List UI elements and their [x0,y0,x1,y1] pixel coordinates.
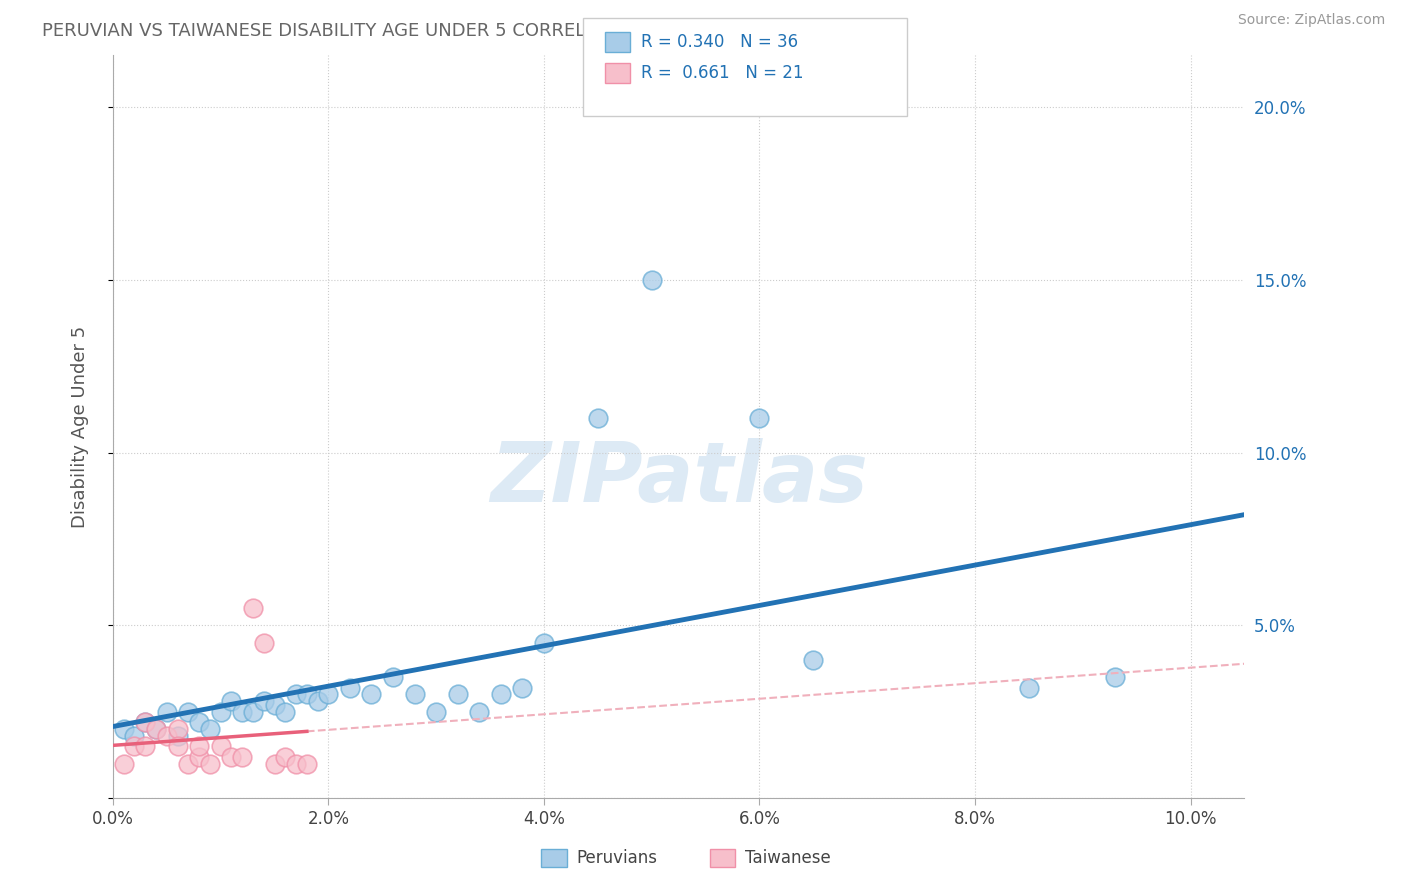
Point [198,722,221,736]
Point [360,688,382,702]
Point [166,739,188,754]
Point [188,715,211,730]
Point [263,756,285,771]
Point [586,411,609,425]
Point [404,688,426,702]
Point [285,688,308,702]
Point [382,670,405,684]
Point [1018,681,1040,695]
Point [253,635,276,649]
Point [274,749,297,764]
Text: ZIPatlas: ZIPatlas [489,438,868,519]
Text: PERUVIAN VS TAIWANESE DISABILITY AGE UNDER 5 CORRELATION CHART: PERUVIAN VS TAIWANESE DISABILITY AGE UND… [42,22,707,40]
Point [112,756,135,771]
Text: R = 0.340   N = 36: R = 0.340 N = 36 [641,33,799,51]
Point [231,749,253,764]
Point [231,705,253,719]
Point [339,681,361,695]
Point [285,756,308,771]
Point [468,705,491,719]
Point [253,694,276,708]
Point [242,705,264,719]
Point [177,705,200,719]
Point [641,273,664,287]
Text: R =  0.661   N = 21: R = 0.661 N = 21 [641,64,804,82]
Point [156,705,179,719]
Point [295,756,318,771]
Point [1104,670,1126,684]
Point [295,688,318,702]
Point [447,688,470,702]
Point [198,756,221,771]
Point [221,749,243,764]
Point [134,739,156,754]
Point [124,739,146,754]
Point [512,681,534,695]
Point [748,411,770,425]
Point [318,688,340,702]
Point [801,653,824,667]
Point [156,729,179,743]
Point [242,601,264,615]
Point [124,729,146,743]
Point [221,694,243,708]
Point [489,688,512,702]
Point [134,715,156,730]
Text: Source: ZipAtlas.com: Source: ZipAtlas.com [1237,13,1385,28]
Point [166,722,188,736]
Point [112,722,135,736]
Point [145,722,167,736]
Point [533,635,555,649]
Point [307,694,329,708]
Point [188,749,211,764]
Point [263,698,285,712]
Point [134,715,156,730]
Point [209,739,232,754]
Text: Taiwanese: Taiwanese [745,849,831,867]
Point [425,705,447,719]
Point [177,756,200,771]
Point [209,705,232,719]
Point [274,705,297,719]
Y-axis label: Disability Age Under 5: Disability Age Under 5 [72,326,89,528]
Point [166,729,188,743]
Point [188,739,211,754]
Text: Peruvians: Peruvians [576,849,658,867]
Point [145,722,167,736]
